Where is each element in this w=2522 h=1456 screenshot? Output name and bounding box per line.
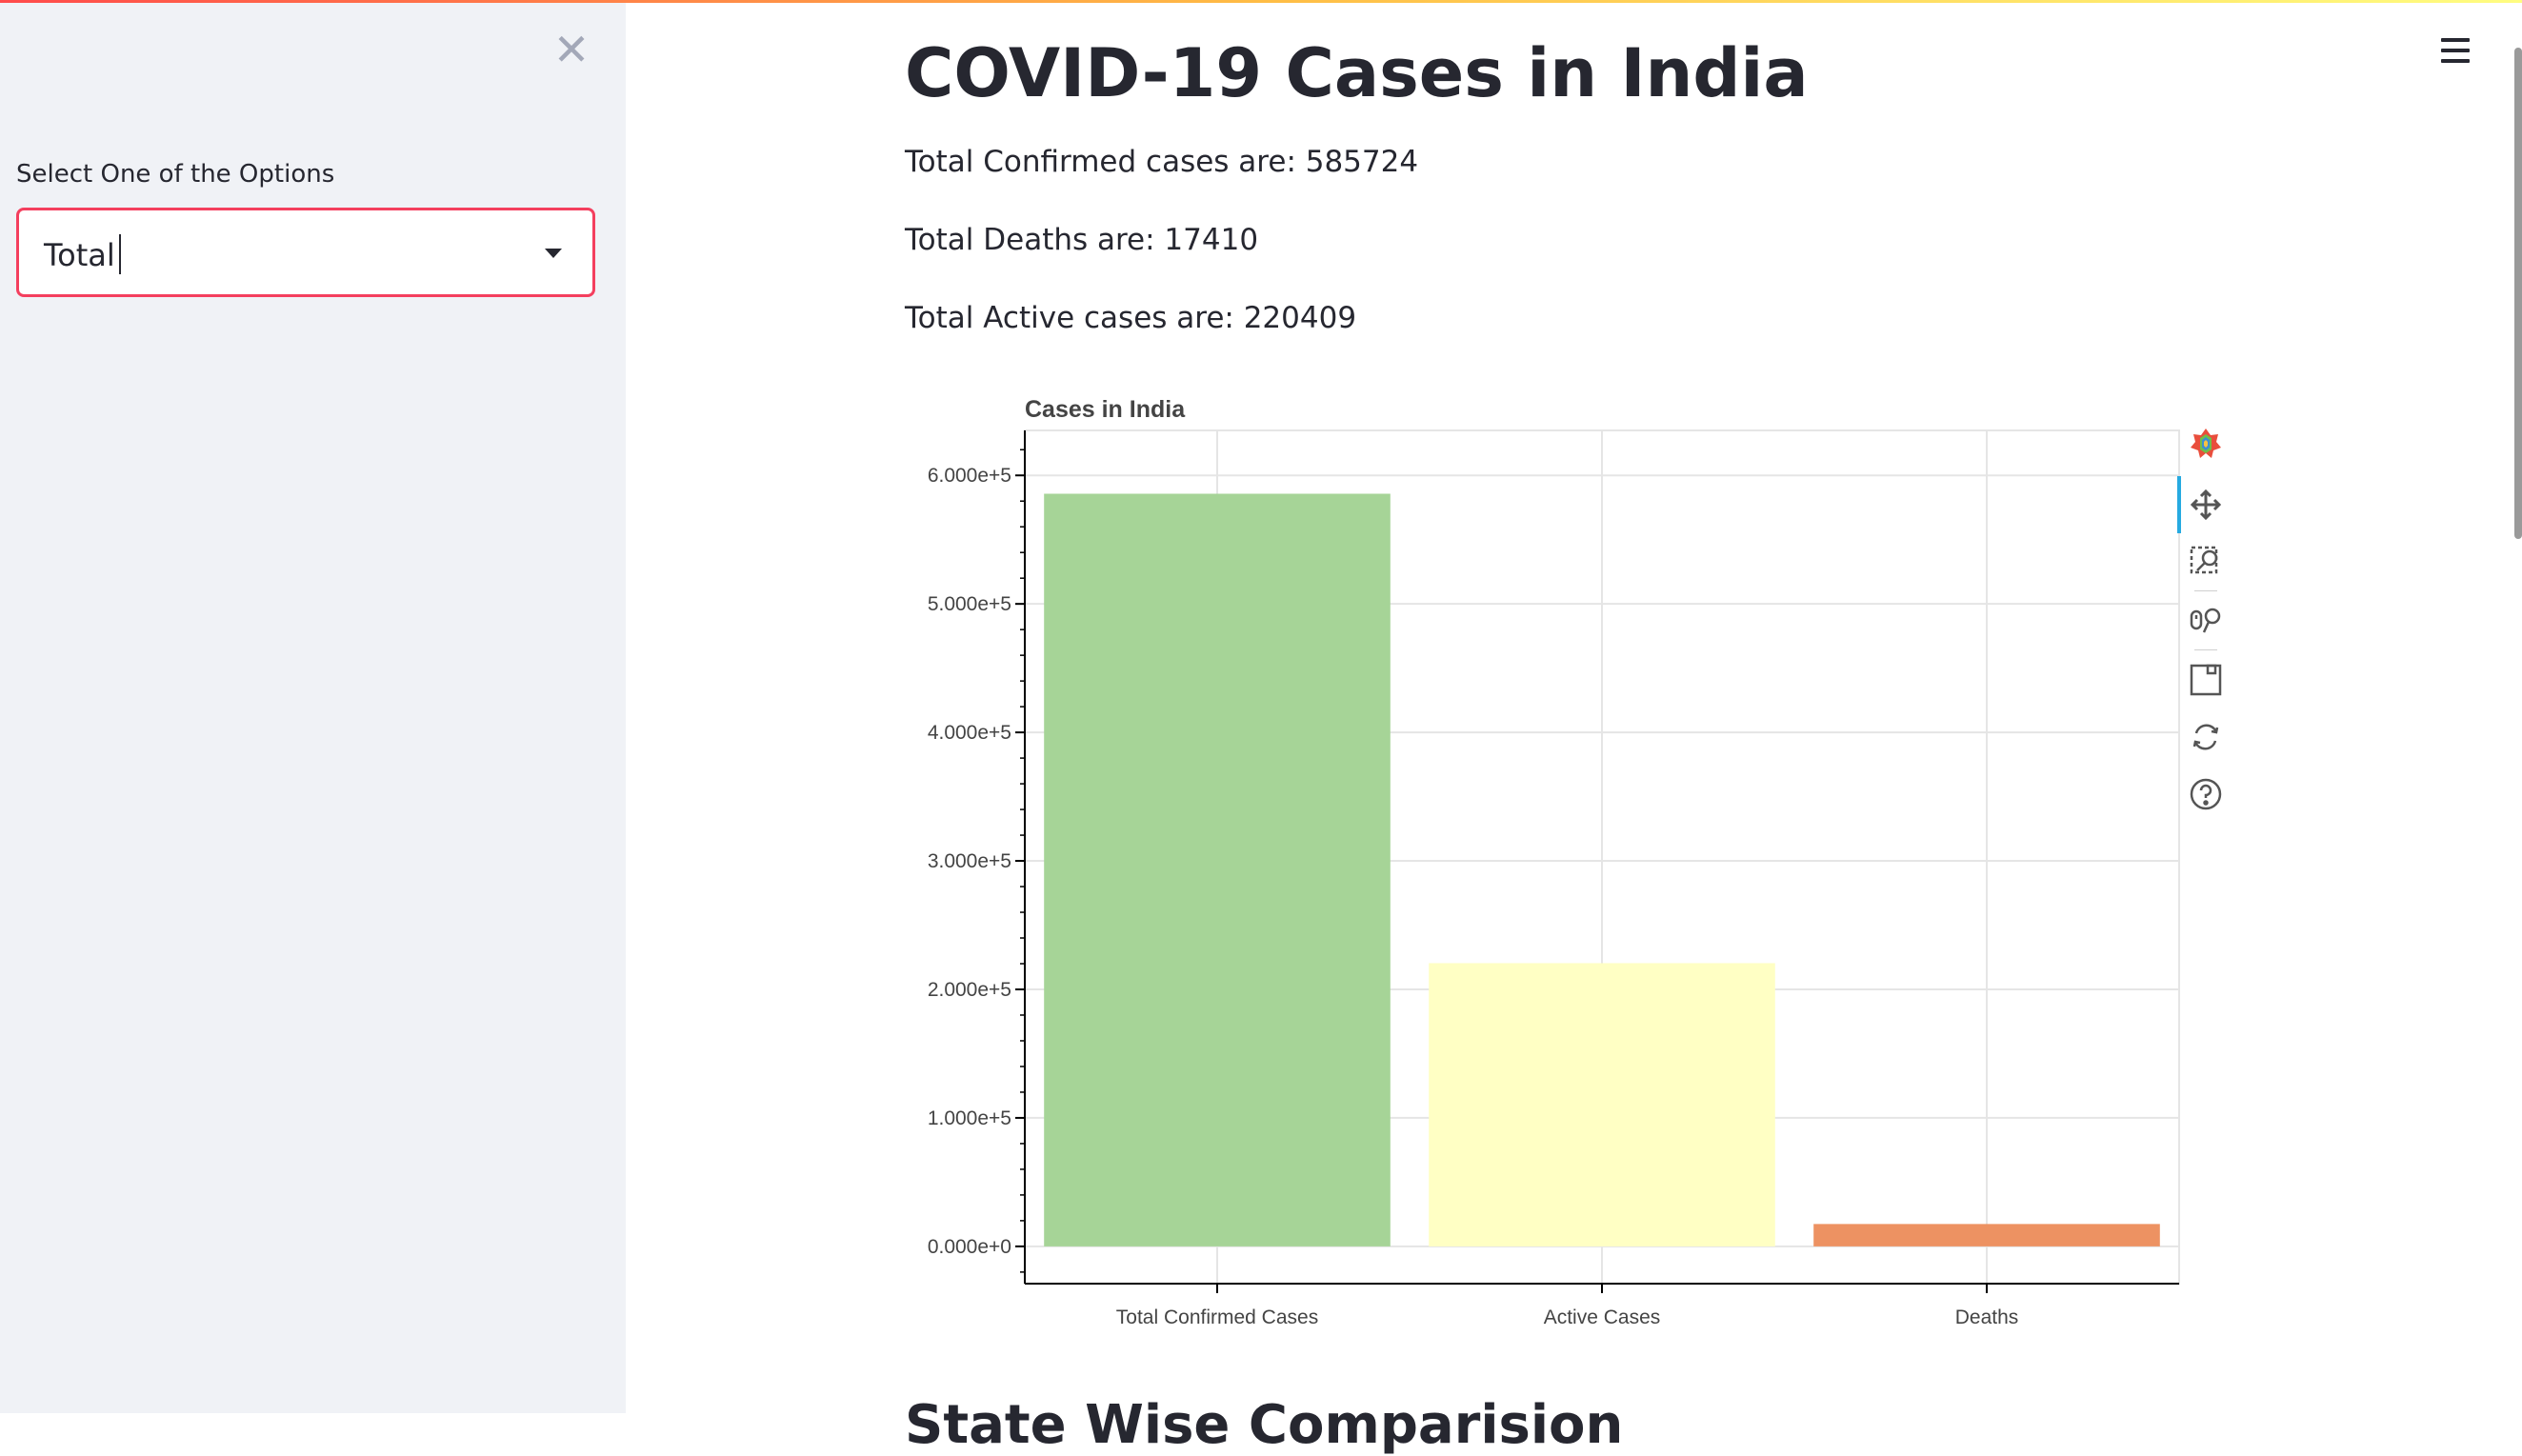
select-label: Select One of the Options [16,160,335,189]
bar-active[interactable] [1429,963,1775,1247]
bar-total-confirmed[interactable] [1044,493,1391,1247]
y-tick-label: 1.000e+5 [928,1107,1011,1129]
x-tick-label: Total Confirmed Cases [1116,1306,1318,1328]
stat-active: Total Active cases are: 220409 [905,301,1357,335]
y-tick-label: 5.000e+5 [928,593,1011,615]
chart-title: Cases in India [1025,396,1186,423]
x-tick-label: Deaths [1955,1306,2019,1328]
chevron-down-icon[interactable] [545,249,562,258]
stat-deaths: Total Deaths are: 17410 [905,223,1259,257]
section-heading: State Wise Comparision [905,1394,1624,1456]
pan-icon[interactable] [2189,488,2223,522]
sidebar: ✕ Select One of the Options Total [0,0,626,1413]
active-tool-indicator [2177,476,2181,533]
stat-confirmed: Total Confirmed cases are: 585724 [905,145,1419,179]
toolbar-separator [2194,649,2217,650]
toolbar-separator [2194,590,2217,591]
close-icon[interactable]: ✕ [552,24,590,75]
reset-icon[interactable] [2189,720,2223,754]
chart-svg[interactable]: Cases in India 0.000e+0 1.000e+5 2.000e+5 3.… [895,381,2257,1333]
chart-toolbar [2177,427,2234,827]
top-decoration-bar [0,0,2522,3]
y-tick-label: 6.000e+5 [928,465,1011,487]
scrollbar[interactable] [2514,48,2522,539]
bokeh-logo-icon[interactable] [2189,427,2223,461]
options-select[interactable]: Total [16,208,595,297]
x-tick-label: Active Cases [1544,1306,1661,1328]
page-title: COVID-19 Cases in India [905,34,1809,112]
bar-chart[interactable]: Cases in India 0.000e+0 1.000e+5 2.000e+5 3.… [895,381,2257,1333]
y-tick-label: 3.000e+5 [928,850,1011,872]
save-icon[interactable] [2189,663,2223,697]
text-cursor [118,234,121,274]
y-tick-label: 4.000e+5 [928,722,1011,744]
y-tick-label: 2.000e+5 [928,979,1011,1001]
hamburger-menu-icon[interactable] [2441,38,2470,63]
help-icon[interactable] [2189,777,2223,811]
wheel-zoom-icon[interactable] [2189,604,2223,638]
box-zoom-icon[interactable] [2189,545,2223,579]
bar-deaths[interactable] [1813,1224,2160,1247]
y-tick-label: 0.000e+0 [928,1236,1011,1258]
select-value[interactable]: Total [44,234,121,274]
